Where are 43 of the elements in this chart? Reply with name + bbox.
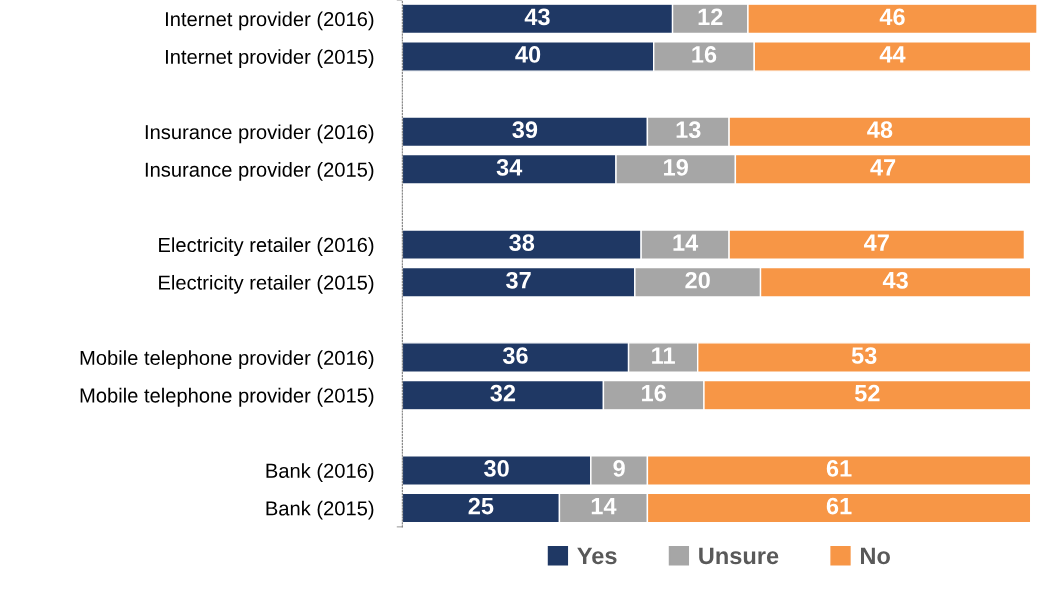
data-label: 47 [870,159,896,176]
legend-label: Unsure [699,547,779,565]
data-label: 37 [506,271,531,289]
data-label: 19 [664,158,688,176]
y-tick-label: Internet provider (2016) [166,11,374,31]
y-tick-label: Insurance provider (2016) [145,124,374,144]
data-label: 46 [879,8,905,26]
y-tick-label: Internet provider (2015) [166,49,374,68]
data-label: 39 [512,121,538,139]
y-tick-label: Bank (2016) [266,463,374,482]
y-tick-label: Mobile telephone provider (2016) [80,350,374,369]
data-label: 13 [676,121,701,139]
data-label: 9 [613,460,625,477]
data-label: 36 [502,347,528,364]
data-label: 32 [490,384,516,402]
data-label: 16 [692,46,717,63]
data-label: 20 [685,271,710,289]
data-label: 14 [673,234,699,251]
data-label: 25 [468,497,494,515]
data-label: 48 [867,121,893,139]
data-label: 12 [698,8,723,25]
y-tick-label: Mobile telephone provider (2015) [80,387,374,407]
legend-label: No [860,547,890,565]
data-label: 16 [642,384,666,402]
data-label: 14 [591,497,617,515]
data-label: 40 [515,46,541,63]
y-tick-label: Bank (2015) [266,500,374,520]
data-label: 53 [851,347,877,364]
data-label: 47 [864,234,889,251]
data-label: 43 [882,271,908,289]
data-label: 30 [484,460,509,477]
data-label: 38 [509,234,535,251]
y-tick-label: Electricity retailer (2016) [159,237,374,257]
y-tick-label: Electricity retailer (2015) [159,274,374,294]
data-label: 43 [524,8,550,26]
legend-label: Yes [577,547,617,565]
data-label: 61 [826,460,852,477]
data-label: 44 [879,46,906,63]
data-label: 61 [826,497,852,515]
data-label: 11 [652,347,675,364]
y-tick-label: Insurance provider (2015) [145,162,374,181]
data-label: 34 [496,158,523,176]
data-label: 52 [854,384,880,402]
